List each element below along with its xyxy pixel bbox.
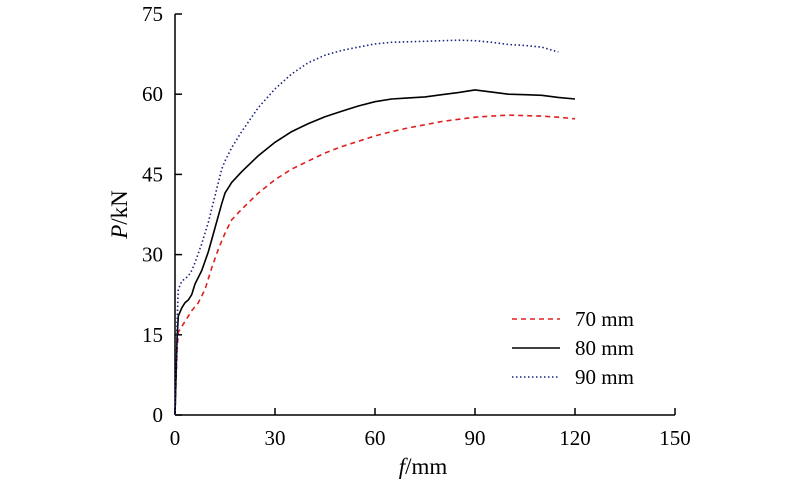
y-axis-ticks: 0 15 30 45 60 75 (142, 2, 182, 427)
x-axis-variable: f (399, 454, 409, 479)
x-axis-title: f/mm (399, 454, 448, 479)
x-axis-ticks: 0 30 60 90 120 150 (170, 408, 691, 450)
y-axis-unit: /kN (107, 190, 132, 225)
x-tick-label: 30 (265, 426, 286, 450)
y-tick-label: 75 (142, 2, 163, 26)
y-tick-label: 45 (142, 162, 163, 186)
legend-label: 80 mm (575, 336, 634, 360)
x-tick-label: 150 (659, 426, 691, 450)
y-axis-title: P/kN (107, 190, 132, 240)
series-line-80-mm (174, 89, 576, 416)
y-tick-label: 15 (142, 323, 163, 347)
legend-label: 70 mm (575, 307, 634, 331)
x-tick-label: 60 (365, 426, 386, 450)
legend: 70 mm 80 mm 90 mm (512, 307, 634, 389)
series-layer (174, 39, 576, 416)
x-tick-label: 90 (465, 426, 486, 450)
y-tick-label: 0 (153, 403, 164, 427)
x-axis-unit: /mm (405, 454, 447, 479)
series-line-70-mm (174, 114, 576, 416)
y-tick-label: 30 (142, 243, 163, 267)
x-tick-label: 0 (170, 426, 181, 450)
plot-area: 0 30 60 90 120 150 0 15 30 45 60 75 (142, 2, 691, 450)
legend-label: 90 mm (575, 365, 634, 389)
x-tick-label: 120 (559, 426, 591, 450)
y-axis-variable: P (107, 225, 132, 240)
series-line-90-mm (174, 39, 559, 416)
y-tick-label: 60 (142, 82, 163, 106)
